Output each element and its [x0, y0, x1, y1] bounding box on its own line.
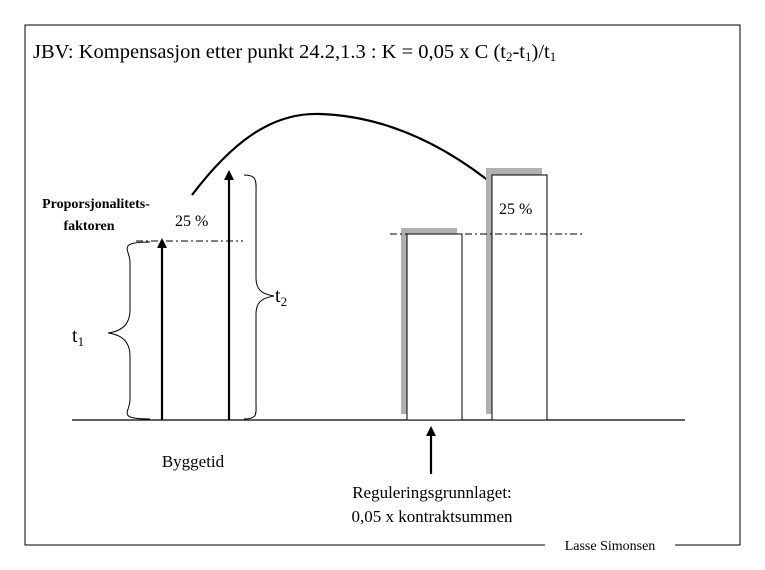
- percent-label-left: 25 %: [175, 213, 208, 230]
- t2-label: t2: [275, 285, 287, 309]
- t1-label: t1: [72, 325, 84, 349]
- slide-frame: [24, 24, 741, 546]
- right-bar: [491, 174, 548, 421]
- regulering-label-line2: 0,05 x kontraktsummen: [351, 507, 513, 526]
- proportionality-label-line2: faktoren: [63, 219, 114, 234]
- t2-brace: [243, 174, 275, 420]
- t1-brace: [107, 241, 151, 420]
- title-text: JBV: Kompensasjon etter punkt 24.2,1.3 :…: [33, 41, 556, 64]
- byggetid-label: Byggetid: [162, 452, 225, 471]
- curved-arrow: [191, 112, 502, 196]
- middle-bar: [406, 233, 463, 421]
- regulering-label-line1: Reguleringsgrunnlaget:: [352, 483, 512, 502]
- percent-label-right: 25 %: [499, 201, 532, 218]
- proportionality-label-line1: Proporsjonalitets-: [42, 197, 150, 212]
- author-label: Lasse Simonsen: [565, 539, 656, 554]
